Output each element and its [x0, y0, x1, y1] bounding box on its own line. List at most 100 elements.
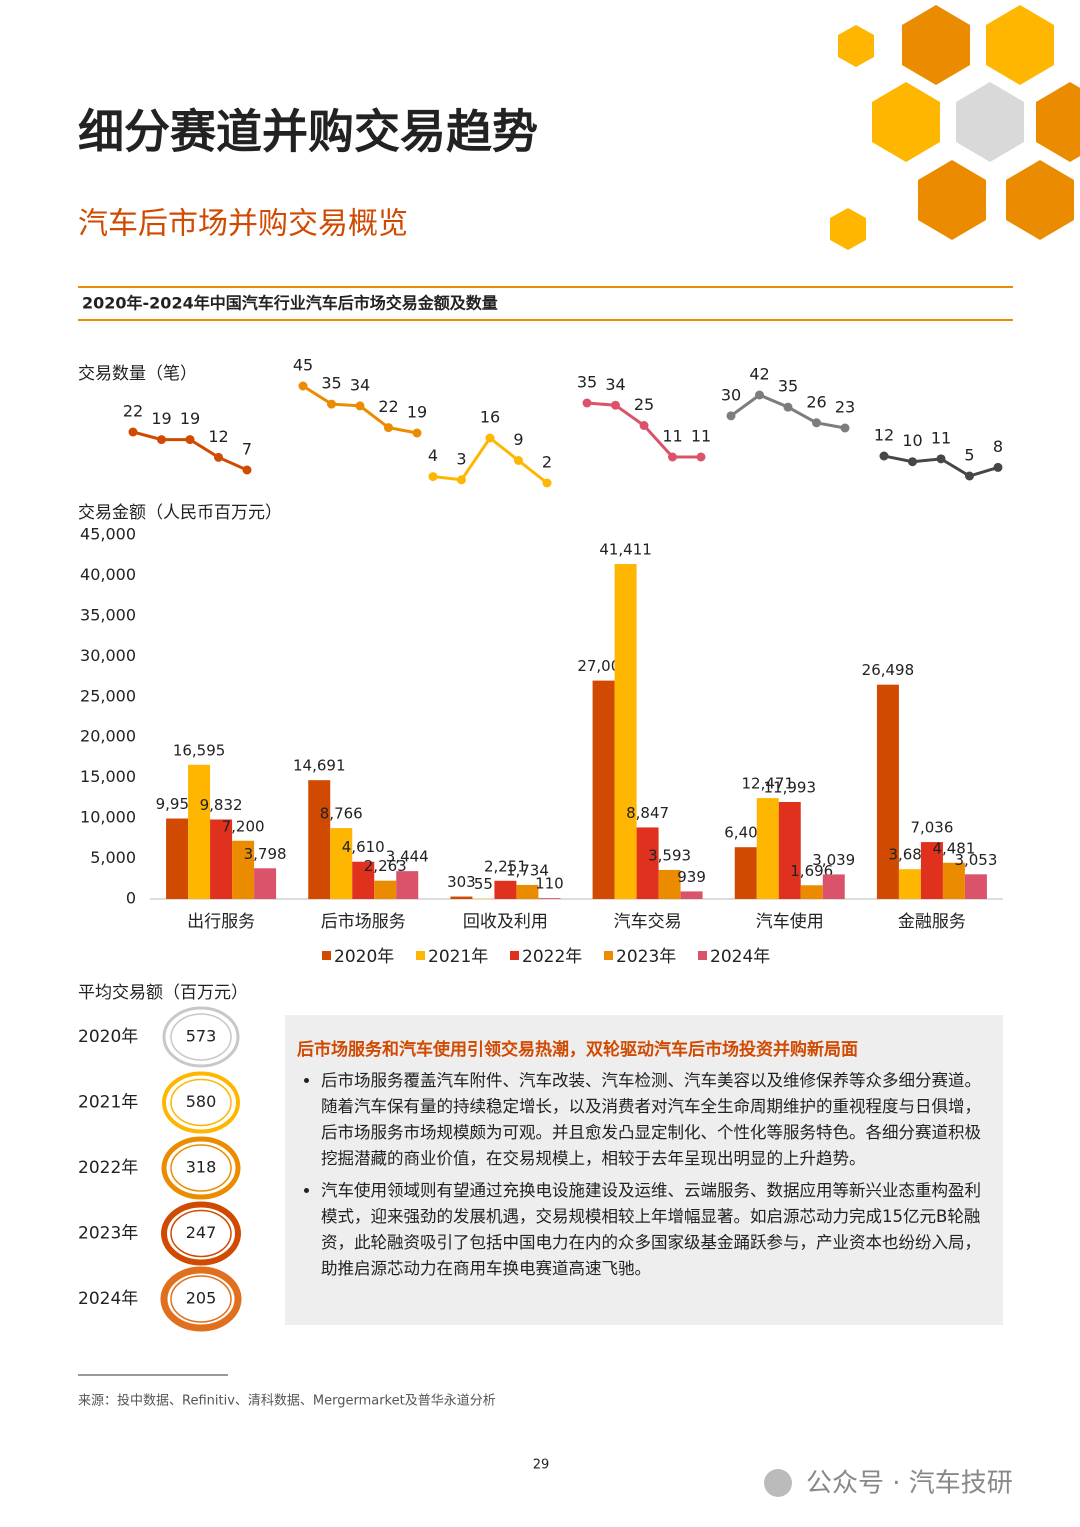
count-point: [965, 471, 974, 481]
bar: [352, 861, 375, 899]
average-value: 247: [186, 1223, 217, 1242]
count-point: [485, 433, 495, 443]
average-ring-inner: [170, 1275, 232, 1323]
bar: [166, 818, 189, 899]
count-point: [185, 435, 195, 445]
bar: [232, 840, 255, 899]
count-label: 12: [874, 426, 894, 445]
bar-value-label: 939: [677, 868, 706, 886]
count-point: [327, 399, 336, 409]
bar: [942, 862, 965, 899]
count-label: 11: [662, 427, 682, 446]
year-label: 2024年: [78, 1289, 138, 1309]
average-value: 580: [186, 1092, 217, 1111]
count-point: [639, 421, 649, 430]
count-label: 2: [542, 453, 552, 472]
bar: [822, 874, 845, 899]
count-point: [242, 465, 252, 475]
bar: [778, 801, 801, 899]
bar-value-label: 4,610: [342, 838, 385, 856]
bar-value-label: 7,200: [222, 817, 265, 835]
average-value: 573: [186, 1027, 217, 1046]
legend-swatch: [604, 951, 613, 960]
count-point: [908, 457, 917, 467]
x-tick-label: 回收及利用: [463, 912, 548, 932]
page-subtitle: 汽车后市场并购交易概览: [78, 207, 408, 242]
count-point: [542, 478, 552, 488]
count-label: 12: [208, 427, 228, 446]
y-tick-label: 25,000: [80, 686, 136, 705]
x-tick-label: 出行服务: [187, 912, 255, 932]
panel-title: 后市场服务和汽车使用引领交易热潮，双轮驱动汽车后市场投资并购新局面: [297, 1040, 858, 1060]
count-label: 10: [902, 431, 922, 450]
bar: [876, 684, 899, 899]
watermark: 公众号 · 汽车技研: [806, 1469, 1013, 1499]
x-tick-label: 汽车交易: [614, 912, 682, 932]
y-tick-label: 10,000: [80, 808, 136, 827]
count-point: [993, 462, 1003, 472]
count-label: 22: [123, 402, 143, 421]
year-label: 2020年: [78, 1027, 138, 1047]
bar-value-label: 6,404: [724, 824, 767, 842]
x-tick-label: 汽车使用: [756, 911, 824, 932]
source: 来源：投中数据、Refinitiv、清科数据、Mergermarket及普华永道…: [78, 1393, 496, 1409]
count-label: 22: [378, 397, 398, 416]
legend-label: 2022年: [522, 947, 582, 967]
count-point: [783, 402, 793, 412]
bar-value-label: 7,036: [910, 819, 953, 837]
bar: [898, 869, 921, 899]
bar: [210, 819, 233, 899]
bar: [188, 764, 211, 899]
y-tick-label: 0: [126, 889, 136, 908]
count-point: [696, 452, 706, 462]
amount-title: 交易金额（人民币百万元）: [78, 503, 282, 523]
bar: [964, 874, 987, 899]
bar-value-label: 12,471: [742, 775, 795, 793]
count-label: 19: [180, 409, 200, 428]
bar-value-label: 2,251: [484, 857, 527, 875]
y-tick-label: 20,000: [80, 727, 136, 746]
bar: [374, 880, 397, 899]
count-point: [384, 423, 393, 433]
bar-value-label: 14,691: [293, 757, 346, 775]
count-point: [412, 428, 422, 438]
bar: [538, 898, 561, 899]
year-label: 2022年: [78, 1158, 138, 1178]
bullet: 汽车使用领域则有望通过充换电设施建设及运维、云端服务、数据应用等新兴业态重构盈利…: [321, 1178, 989, 1282]
bar-value-label: 1,696: [790, 862, 833, 880]
bar-value-label: 8,847: [626, 804, 669, 822]
count-point: [428, 472, 438, 482]
watermark-icon: [764, 1469, 792, 1497]
bar: [254, 868, 277, 899]
count-label: 26: [806, 392, 826, 411]
count-title: 交易数量（笔）: [78, 364, 197, 384]
count-point: [668, 452, 677, 462]
count-point: [812, 418, 821, 428]
count-label: 19: [407, 403, 427, 422]
bar-value-label: 3,593: [648, 846, 691, 864]
bar: [450, 896, 473, 899]
count-point: [879, 451, 889, 461]
count-point: [214, 452, 223, 462]
y-tick-label: 15,000: [80, 767, 136, 786]
legend-swatch: [416, 951, 425, 960]
legend-label: 2023年: [616, 947, 676, 967]
bar-value-label: 4,481: [932, 839, 975, 857]
legend-label: 2024年: [710, 947, 770, 967]
count-point: [128, 427, 138, 437]
count-point: [611, 400, 620, 410]
average-ring: [161, 1136, 241, 1200]
legend-swatch: [322, 951, 331, 960]
average-value: 318: [186, 1158, 217, 1177]
bar: [396, 871, 419, 899]
y-tick-label: 30,000: [80, 646, 136, 665]
bar-value-label: 3,444: [386, 848, 429, 866]
page-number: 29: [533, 1458, 550, 1473]
count-label: 35: [321, 374, 341, 393]
count-label: 34: [605, 375, 625, 394]
legend-swatch: [698, 951, 707, 960]
count-label: 7: [242, 440, 252, 459]
count-point: [457, 475, 466, 485]
